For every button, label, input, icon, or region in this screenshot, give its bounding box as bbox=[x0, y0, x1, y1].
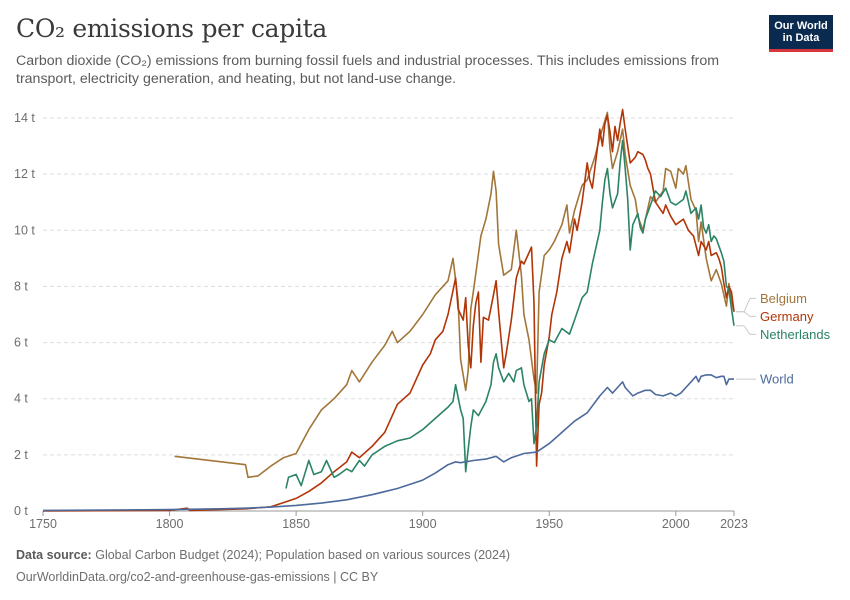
y-tick-label: 6 t bbox=[14, 336, 28, 350]
series-line-belgium[interactable] bbox=[174, 111, 735, 479]
series-line-germany[interactable] bbox=[42, 108, 735, 512]
x-tick-label: 1800 bbox=[156, 517, 184, 530]
chart-title: CO₂ emissions per capita bbox=[16, 14, 328, 43]
x-tick-label: 2023 bbox=[720, 517, 748, 530]
x-tick-label: 1750 bbox=[29, 517, 57, 530]
source-label: Data source: bbox=[16, 548, 92, 562]
y-tick-label: 8 t bbox=[14, 279, 28, 293]
owid-logo[interactable]: Our World in Data bbox=[769, 15, 833, 52]
label-connector bbox=[736, 311, 756, 317]
series-line-world[interactable] bbox=[42, 374, 734, 512]
footer-url[interactable]: OurWorldinData.org/co2-and-greenhouse-ga… bbox=[16, 570, 379, 584]
source-text: Global Carbon Budget (2024); Population … bbox=[95, 548, 511, 562]
chart-subtitle: Carbon dioxide (CO₂) emissions from burn… bbox=[16, 53, 720, 87]
series-lines bbox=[42, 108, 735, 512]
y-tick-label: 12 t bbox=[14, 167, 35, 181]
logo-line-1: Our World bbox=[774, 20, 828, 32]
y-tick-label: 4 t bbox=[14, 392, 28, 406]
series-label-world[interactable]: World bbox=[760, 372, 794, 387]
series-label-netherlands[interactable]: Netherlands bbox=[760, 327, 831, 342]
series-labels: Belgium Germany Netherlands World bbox=[736, 291, 831, 387]
line-chart: 0 t 2 t 4 t 6 t 8 t 10 t 12 t 14 t 1750 1800 1850… bbox=[14, 108, 831, 530]
x-tick-label: 2000 bbox=[662, 517, 690, 530]
y-tick-label: 0 t bbox=[14, 504, 28, 518]
series-line-netherlands[interactable] bbox=[285, 139, 735, 489]
footer-source: Data source: Global Carbon Budget (2024)… bbox=[16, 548, 510, 562]
x-axis: 1750 1800 1850 1900 1950 2000 2023 bbox=[29, 510, 748, 530]
logo-line-2: in Data bbox=[782, 32, 820, 44]
series-label-belgium[interactable]: Belgium bbox=[760, 291, 807, 306]
series-label-germany[interactable]: Germany bbox=[760, 309, 814, 324]
x-tick-label: 1850 bbox=[282, 517, 310, 530]
x-tick-label: 1900 bbox=[409, 517, 437, 530]
x-tick-label: 1950 bbox=[535, 517, 563, 530]
y-tick-label: 14 t bbox=[14, 111, 35, 125]
label-connector bbox=[736, 297, 756, 313]
y-tick-label: 2 t bbox=[14, 448, 28, 462]
label-connector bbox=[736, 325, 756, 335]
y-tick-label: 10 t bbox=[14, 223, 35, 237]
grid bbox=[43, 117, 734, 456]
y-axis: 0 t 2 t 4 t 6 t 8 t 10 t 12 t 14 t bbox=[14, 111, 35, 518]
